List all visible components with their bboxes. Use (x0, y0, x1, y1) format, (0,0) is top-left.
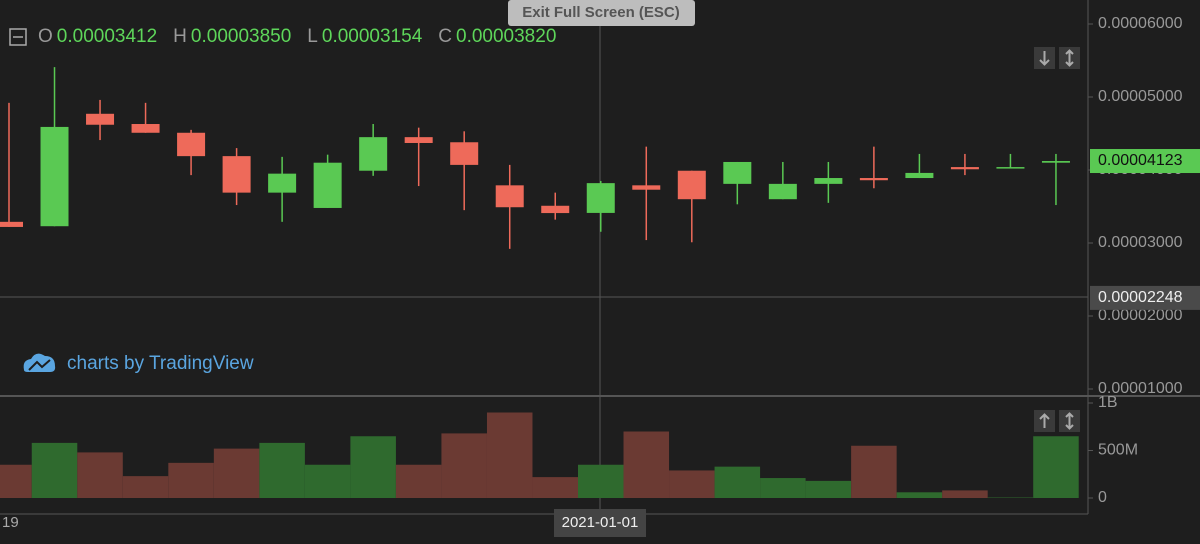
ohlc-name: O (38, 26, 53, 47)
ohlc-value: 0.00003820 (456, 26, 556, 47)
exit-fullscreen-button[interactable] (508, 0, 695, 26)
volume-bar (31, 442, 78, 498)
y-tick-label: 0.00005000 (1098, 88, 1183, 105)
volume-bar (77, 452, 123, 498)
candle-body (859, 178, 888, 181)
ohlc-name: H (173, 26, 187, 47)
arrow-icon (1039, 413, 1050, 428)
y-tick-label: 1B (1098, 394, 1118, 411)
candle-body (450, 142, 479, 165)
volume-bar (578, 464, 624, 498)
candle-body (541, 205, 570, 214)
candle-body (905, 172, 934, 179)
candle-body (131, 124, 160, 133)
ohlc-name: C (438, 26, 452, 47)
candle-body (0, 221, 23, 227)
volume-bar (259, 442, 305, 498)
candle-body (632, 185, 661, 190)
candle-body (222, 156, 251, 193)
crosshair-price-box (1090, 285, 1200, 310)
x-tick-label: 19 (2, 514, 19, 531)
candle-body (359, 137, 388, 171)
candle-body (268, 173, 297, 193)
volume-bar (623, 431, 670, 498)
volume-bar (213, 448, 260, 498)
crosshair-time-label: 2021-01-01 (562, 514, 639, 531)
volume-bar (851, 445, 897, 498)
toolbar-icons (1034, 47, 1080, 432)
candle-body (814, 178, 843, 184)
y-tick-label: 0.00002000 (1098, 307, 1183, 324)
candle-body (313, 162, 342, 208)
collapse-icon[interactable] (9, 28, 27, 46)
y-tick-label: 0.00006000 (1098, 15, 1183, 32)
volume-bar (669, 470, 715, 498)
volume-bar (304, 464, 351, 498)
ohlc-value: 0.00003154 (322, 26, 423, 47)
header (9, 28, 27, 46)
volume-bar (942, 490, 988, 498)
crosshair-time-box (554, 509, 646, 537)
y-tick-label: 0 (1098, 489, 1107, 506)
candle-body (1041, 161, 1070, 163)
last-price-label: 0.00004123 (1098, 152, 1183, 169)
last-price-box (1090, 149, 1200, 174)
candle-body (404, 137, 433, 143)
volume-bar (805, 480, 852, 498)
volume-bar (168, 462, 214, 498)
candle-body (950, 167, 979, 170)
candle-body (495, 185, 524, 208)
volume-bar (486, 412, 533, 498)
y-tick-label: 0.00001000 (1098, 380, 1183, 397)
volume-bar (441, 433, 487, 498)
watermark-text: charts by TradingView (67, 353, 254, 374)
arrow-icon (1039, 51, 1050, 66)
volume-bar (760, 478, 806, 498)
candle-body (723, 161, 752, 184)
candle-body (768, 183, 797, 200)
volume-bar (1033, 436, 1079, 498)
logo-line (28, 359, 51, 371)
volume-bar (896, 492, 943, 498)
volume-bar (0, 464, 32, 498)
arrow-icon (1065, 412, 1074, 430)
watermark: charts by TradingView (23, 353, 254, 374)
candle-body (177, 132, 206, 157)
volume-bar (395, 464, 442, 498)
arrow-icon (1065, 49, 1074, 67)
volume-bar (714, 466, 761, 498)
volume-bar (532, 477, 578, 498)
crosshair-price-label: 0.00002248 (1098, 289, 1183, 306)
ohlc-value: 0.00003412 (57, 26, 157, 47)
candle-body (677, 170, 706, 200)
volume-bar (350, 436, 396, 498)
ohlc-name: L (307, 26, 318, 47)
candle-body (40, 126, 69, 227)
volume-bar (122, 476, 169, 498)
ohlc-value: 0.00003850 (191, 26, 291, 47)
y-tick-label: 0.00003000 (1098, 234, 1183, 251)
y-tick-label: 500M (1098, 442, 1138, 459)
candle-body (996, 167, 1025, 169)
candle-body (86, 113, 115, 125)
exit-fullscreen-label: Exit Full Screen (ESC) (522, 4, 680, 21)
candle-body (586, 183, 615, 213)
